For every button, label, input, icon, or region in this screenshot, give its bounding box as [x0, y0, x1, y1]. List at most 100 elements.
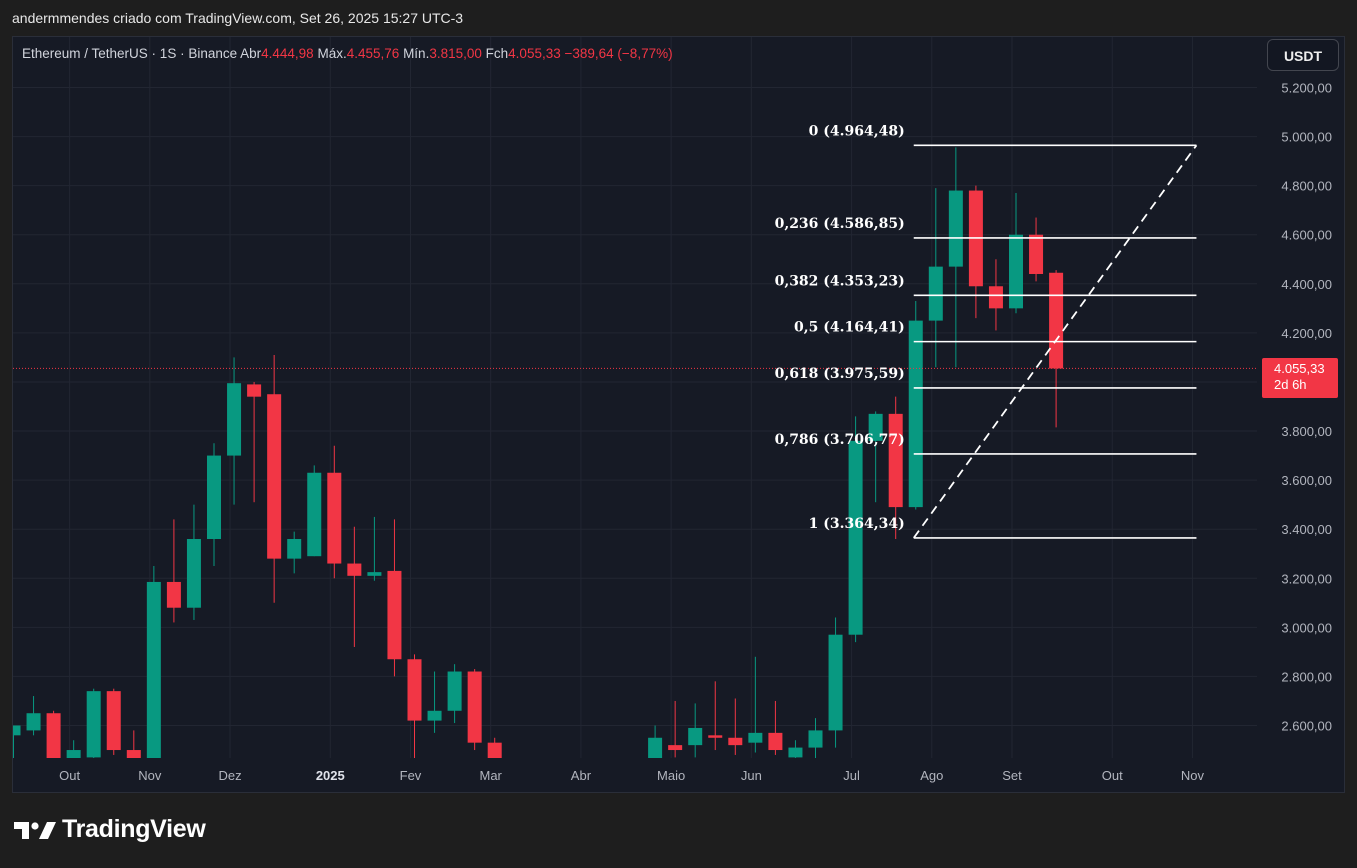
candle-up	[307, 465, 322, 557]
close-value: 4.055,33	[508, 46, 561, 61]
chart-caption: andermmendes criado com TradingView.com,…	[12, 10, 464, 26]
fib-level-label: 0,382 (4.353,23)	[775, 273, 905, 289]
candle-down	[106, 688, 121, 755]
x-tick-label: Mar	[479, 768, 502, 783]
y-tick-label: 5.000,00	[1281, 130, 1332, 145]
y-tick-label: 4.400,00	[1281, 277, 1332, 292]
tradingview-logo[interactable]: TradingView	[14, 815, 206, 844]
candle-body	[307, 472, 322, 557]
change-value: −389,64 (−8,77%)	[564, 46, 673, 61]
candle-down	[668, 700, 683, 758]
candle-up	[1009, 193, 1023, 314]
x-tick-label: Jun	[741, 768, 762, 783]
bar-countdown: 2d 6h	[1274, 377, 1307, 392]
tradingview-logo-icon	[14, 821, 56, 839]
x-tick-label: Jul	[843, 768, 860, 783]
candle-down	[487, 737, 502, 758]
candle-down	[247, 381, 262, 503]
candle-down	[708, 681, 723, 751]
x-tick-label: Ago	[920, 768, 943, 783]
y-tick-label: 4.800,00	[1281, 179, 1332, 194]
candle-body	[688, 727, 703, 746]
candle-up	[146, 566, 161, 758]
candle-body	[487, 742, 502, 758]
x-tick-label: Abr	[571, 768, 592, 783]
candle-body	[267, 394, 282, 559]
candle-up	[828, 617, 843, 748]
candle-down	[768, 700, 783, 755]
candle-up	[688, 703, 703, 758]
candle-down	[267, 354, 282, 603]
candle-body	[66, 750, 81, 758]
candle-down	[1029, 217, 1044, 282]
candle-body	[447, 671, 462, 711]
y-tick-label: 2.800,00	[1281, 669, 1332, 684]
currency-button[interactable]: USDT	[1267, 39, 1339, 71]
fib-level-label: 0,236 (4.586,85)	[775, 216, 905, 232]
candle-down	[728, 698, 743, 755]
candle-up	[13, 725, 21, 758]
candle-up	[928, 188, 943, 368]
candle-down	[126, 730, 141, 758]
candle-body	[848, 440, 863, 635]
candle-body	[146, 581, 161, 758]
candle-up	[66, 740, 81, 758]
candle-body	[728, 737, 743, 746]
candle-body	[1009, 234, 1023, 309]
candle-up	[227, 357, 242, 505]
candle-body	[46, 713, 61, 758]
fib-level-label: 0,618 (3.975,59)	[775, 366, 905, 382]
candle-body	[668, 745, 683, 751]
fib-level-label: 0 (4.964,48)	[809, 123, 905, 139]
candle-up	[427, 671, 442, 733]
candle-up	[86, 688, 101, 758]
candle-body	[427, 710, 442, 721]
low-value: 3.815,00	[429, 46, 482, 61]
y-tick-label: 3.200,00	[1281, 571, 1332, 586]
candle-body	[1029, 234, 1044, 274]
candle-body	[287, 539, 302, 559]
candle-body	[708, 735, 723, 738]
candle-body	[868, 413, 883, 441]
candle-body	[106, 691, 121, 751]
x-tick-label: Out	[1102, 768, 1123, 783]
candle-down	[46, 710, 61, 758]
candle-up	[648, 725, 663, 758]
candle-body	[788, 747, 803, 758]
x-axis: Out Nov Dez 2025 Fev Mar Abr Maio Jun Jul Ago Set Ou…	[59, 768, 1204, 783]
fibonacci-retracement: 0 (4.964,48) 0,236 (4.586,85) 0,382 (4.353…	[775, 123, 1198, 539]
candle-up	[367, 516, 382, 581]
candle-body	[86, 691, 101, 758]
open-value: 4.444,98	[261, 46, 314, 61]
candle-up	[748, 656, 763, 753]
top-bar: andermmendes criado com TradingView.com,…	[0, 0, 1357, 36]
candle-down	[347, 526, 362, 647]
y-axis: 2.600,00 2.800,00 3.000,00 3.200,00 3.400,00…	[1281, 81, 1332, 734]
candle-body	[126, 750, 141, 758]
y-tick-label: 2.600,00	[1281, 719, 1332, 734]
y-tick-label: 3.000,00	[1281, 620, 1332, 635]
candle-down	[387, 519, 402, 677]
x-tick-label: Set	[1002, 768, 1022, 783]
candle-body	[207, 455, 221, 540]
candle-body	[988, 286, 1003, 309]
candle-body	[26, 713, 41, 731]
candle-body	[828, 634, 843, 731]
x-tick-label: Fev	[400, 768, 422, 783]
candle-body	[908, 320, 923, 508]
candle-up	[207, 443, 221, 566]
candle-body	[186, 539, 201, 608]
x-tick-label: Out	[59, 768, 80, 783]
candle-up	[848, 416, 863, 643]
candle-up	[908, 300, 923, 510]
y-tick-label: 3.600,00	[1281, 473, 1332, 488]
candle-up	[186, 504, 201, 620]
candle-body	[407, 659, 422, 721]
candle-body	[928, 266, 943, 321]
candle-body	[247, 384, 262, 397]
candle-body	[648, 737, 663, 758]
candle-up	[788, 740, 803, 758]
candle-down	[407, 654, 422, 758]
close-label: Fch	[485, 46, 509, 61]
